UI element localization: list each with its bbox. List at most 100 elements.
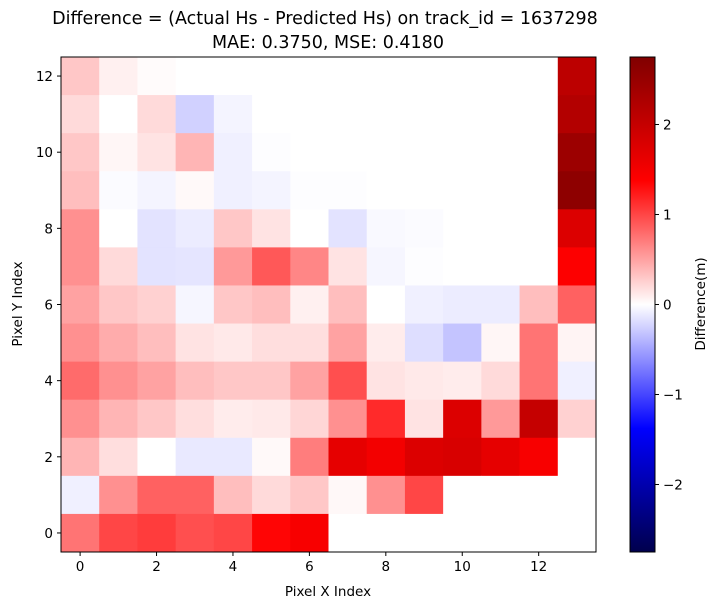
heatmap-cell: [137, 95, 177, 134]
heatmap-cell: [443, 513, 482, 553]
heatmap-cell: [557, 209, 597, 248]
heatmap-cell: [443, 475, 482, 515]
heatmap-cell: [290, 57, 329, 96]
heatmap-cell: [328, 95, 368, 134]
heatmap-cell: [290, 209, 329, 248]
heatmap-cell: [404, 133, 444, 172]
heatmap-cell: [519, 57, 559, 96]
heatmap-cell: [481, 133, 520, 172]
heatmap-cell: [61, 437, 100, 477]
colorbar-tick-label: 0: [663, 298, 672, 314]
heatmap-cell: [213, 513, 253, 553]
heatmap-cell: [61, 323, 100, 363]
heatmap-cell: [213, 323, 253, 363]
heatmap-cell: [328, 399, 368, 439]
heatmap-cell: [557, 95, 597, 134]
heatmap-cell: [252, 95, 291, 134]
heatmap-cell: [290, 513, 329, 553]
heatmap-cell: [99, 437, 138, 477]
heatmap-cell: [137, 247, 177, 286]
heatmap-cell: [252, 171, 291, 210]
heatmap-cell: [519, 361, 559, 401]
heatmap-cell: [175, 399, 215, 439]
heatmap-cell: [328, 57, 368, 96]
heatmap-cell: [557, 323, 597, 363]
colorbar-tick-label: 1: [663, 208, 672, 224]
heatmap-cell: [519, 209, 559, 248]
heatmap-cell: [137, 209, 177, 248]
heatmap-cell: [99, 95, 138, 134]
heatmap-cell: [290, 399, 329, 439]
heatmap-cell: [481, 95, 520, 134]
heatmap-cell: [557, 57, 597, 96]
heatmap-cell: [61, 209, 100, 248]
colorbar-tick-label: −2: [663, 478, 683, 494]
heatmap-cell: [557, 513, 597, 553]
heatmap-cell: [61, 57, 100, 96]
heatmap-cell: [252, 399, 291, 439]
heatmap-cell: [175, 57, 215, 96]
heatmap-cell: [61, 133, 100, 172]
heatmap-cell: [213, 95, 253, 134]
heatmap-cell: [366, 437, 406, 477]
heatmap-cell: [252, 285, 291, 324]
x-tick-label: 6: [305, 559, 314, 575]
heatmap-cell: [61, 399, 100, 439]
heatmap-cell: [137, 171, 177, 210]
heatmap-cell: [99, 133, 138, 172]
heatmap-cell: [61, 475, 100, 515]
colorbar-tick-label: −1: [663, 388, 683, 404]
heatmap-cell: [290, 133, 329, 172]
heatmap-cell: [443, 361, 482, 401]
heatmap-cell: [404, 475, 444, 515]
heatmap-cell: [366, 513, 406, 553]
heatmap-cell: [99, 209, 138, 248]
heatmap-cell: [481, 323, 520, 363]
heatmap-cell: [557, 133, 597, 172]
heatmap-cell: [175, 171, 215, 210]
x-tick-label: 4: [229, 559, 238, 575]
heatmap-cell: [366, 171, 406, 210]
x-tick-label: 10: [454, 559, 471, 575]
heatmap-cell: [252, 361, 291, 401]
heatmap-cell: [519, 247, 559, 286]
heatmap-cell: [328, 437, 368, 477]
heatmap-cell: [519, 475, 559, 515]
heatmap-cell: [443, 57, 482, 96]
heatmap-cell: [213, 475, 253, 515]
x-axis-label: Pixel X Index: [285, 584, 371, 600]
heatmap-cell: [99, 399, 138, 439]
colorbar-label: Difference(m): [693, 257, 709, 350]
x-tick-label: 12: [530, 559, 547, 575]
heatmap-cell: [290, 95, 329, 134]
x-tick-label: 0: [76, 559, 85, 575]
heatmap-cell: [519, 285, 559, 324]
heatmap-cell: [290, 361, 329, 401]
heatmap-cell: [443, 437, 482, 477]
heatmap-cell: [481, 437, 520, 477]
heatmap-cell: [519, 513, 559, 553]
heatmap-cell: [557, 437, 597, 477]
heatmap-cell: [366, 209, 406, 248]
heatmap-cell: [404, 285, 444, 324]
heatmap-cell: [404, 247, 444, 286]
heatmap-cell: [366, 475, 406, 515]
heatmap-cell: [175, 361, 215, 401]
heatmap-cell: [252, 323, 291, 363]
heatmap-cell: [175, 285, 215, 324]
heatmap-cell: [213, 209, 253, 248]
y-tick-label: 0: [44, 526, 53, 542]
heatmap-cell: [252, 513, 291, 553]
heatmap-cell: [175, 437, 215, 477]
x-tick-label: 8: [382, 559, 391, 575]
heatmap-cell: [61, 247, 100, 286]
heatmap-cell: [328, 513, 368, 553]
heatmap-cell: [519, 133, 559, 172]
heatmap-cell: [404, 95, 444, 134]
heatmap-cell: [404, 323, 444, 363]
heatmap-cell: [328, 475, 368, 515]
heatmap-cell: [366, 95, 406, 134]
heatmap-cell: [481, 247, 520, 286]
heatmap-cell: [137, 475, 177, 515]
